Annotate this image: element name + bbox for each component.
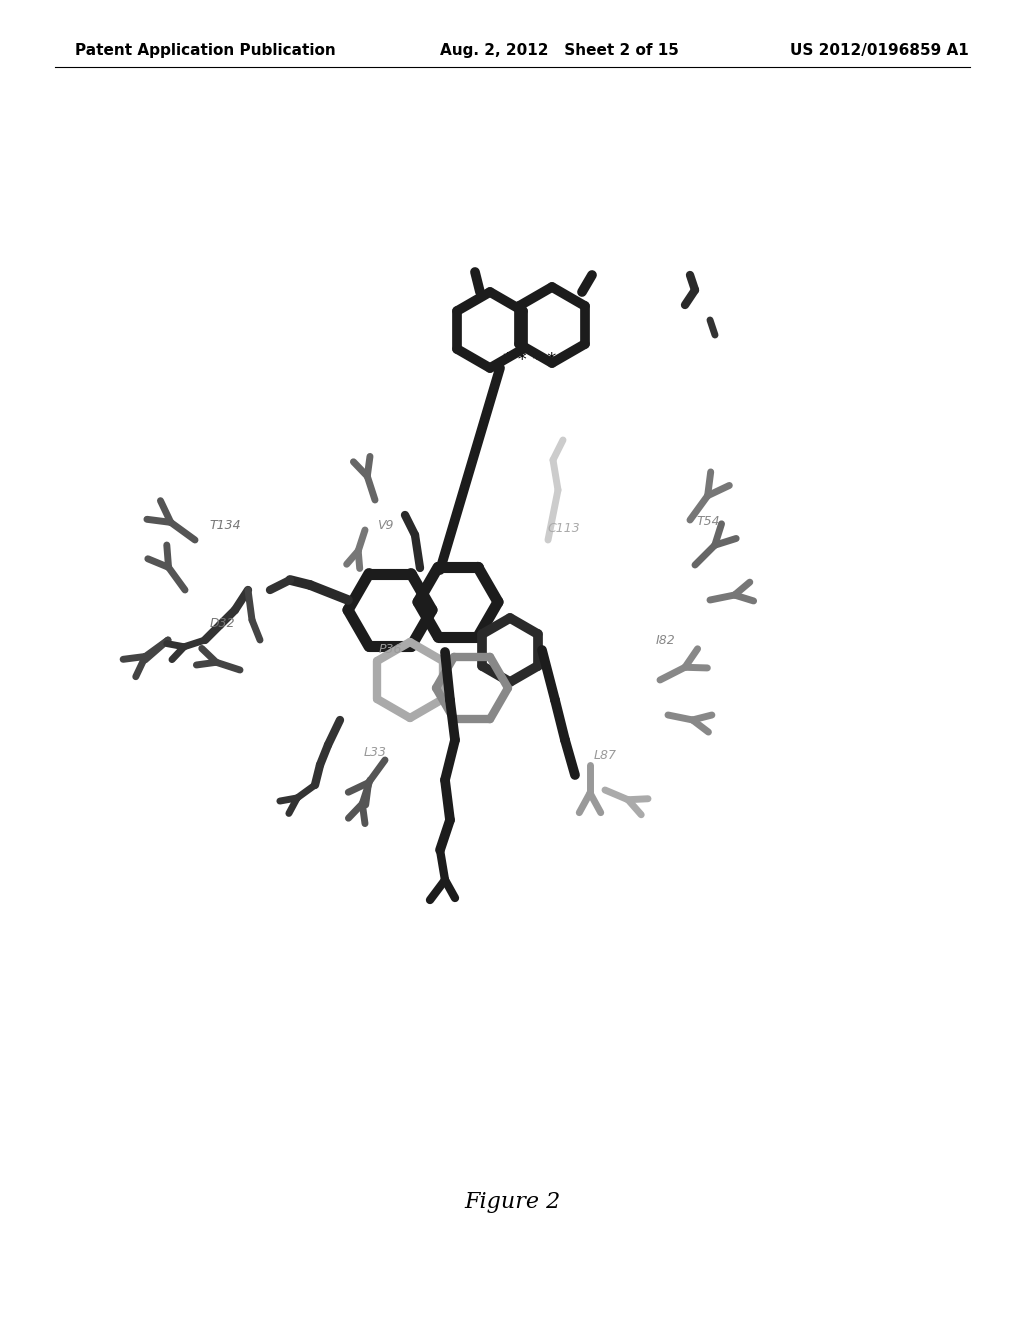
Text: C113: C113 — [548, 521, 581, 535]
Text: L87: L87 — [594, 748, 616, 762]
Text: T134: T134 — [210, 519, 242, 532]
Text: Patent Application Publication: Patent Application Publication — [75, 42, 336, 58]
Text: Figure 2: Figure 2 — [464, 1191, 560, 1213]
Text: L33: L33 — [364, 746, 386, 759]
Text: * * * *: * * * * — [504, 351, 557, 370]
Text: V9: V9 — [377, 519, 393, 532]
Text: T54: T54 — [696, 515, 720, 528]
Text: Aug. 2, 2012   Sheet 2 of 15: Aug. 2, 2012 Sheet 2 of 15 — [440, 42, 679, 58]
Text: P36: P36 — [379, 643, 402, 656]
Text: US 2012/0196859 A1: US 2012/0196859 A1 — [790, 42, 969, 58]
Text: D32: D32 — [210, 616, 236, 630]
Text: I82: I82 — [655, 634, 675, 647]
